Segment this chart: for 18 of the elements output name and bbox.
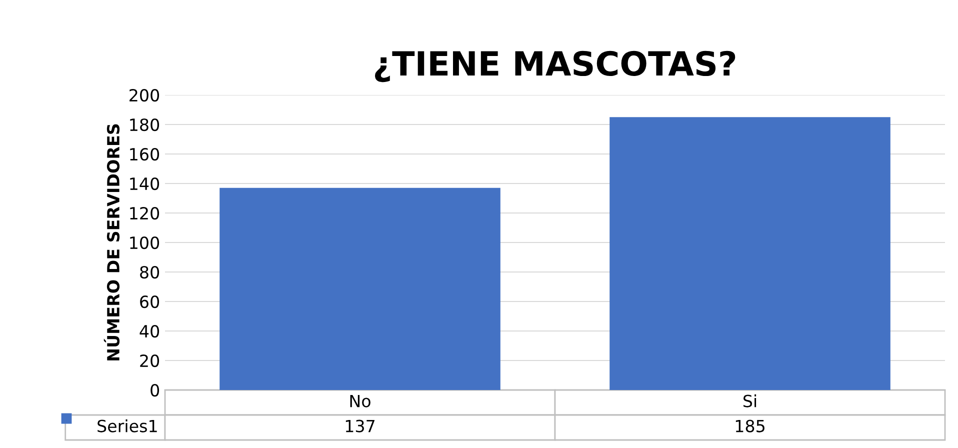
y-tick-label: 80 — [140, 266, 160, 279]
y-tick-label: 120 — [130, 206, 160, 220]
x-tick-label: Si — [743, 394, 756, 408]
data-label: 137 — [346, 420, 374, 432]
y-tick-label: 0 — [150, 384, 160, 397]
chart-title: ¿TIENE MASCOTAS? — [375, 50, 736, 82]
y-tick-label: 200 — [130, 88, 160, 102]
x-tick-label: No — [350, 394, 370, 408]
y-tick-label: 100 — [130, 236, 160, 250]
y-tick-label: 160 — [130, 148, 160, 161]
legend-label: Series1 — [98, 419, 157, 432]
y-tick-label: 40 — [140, 324, 160, 338]
y-tick-label: 60 — [140, 295, 160, 308]
data-label: 185 — [736, 420, 764, 432]
y-tick-label: 180 — [130, 118, 160, 132]
y-tick-label: 140 — [130, 177, 160, 190]
y-axis-title: NÚMERO DE SERVIDORES — [104, 124, 120, 360]
y-tick-label: 20 — [140, 354, 160, 368]
